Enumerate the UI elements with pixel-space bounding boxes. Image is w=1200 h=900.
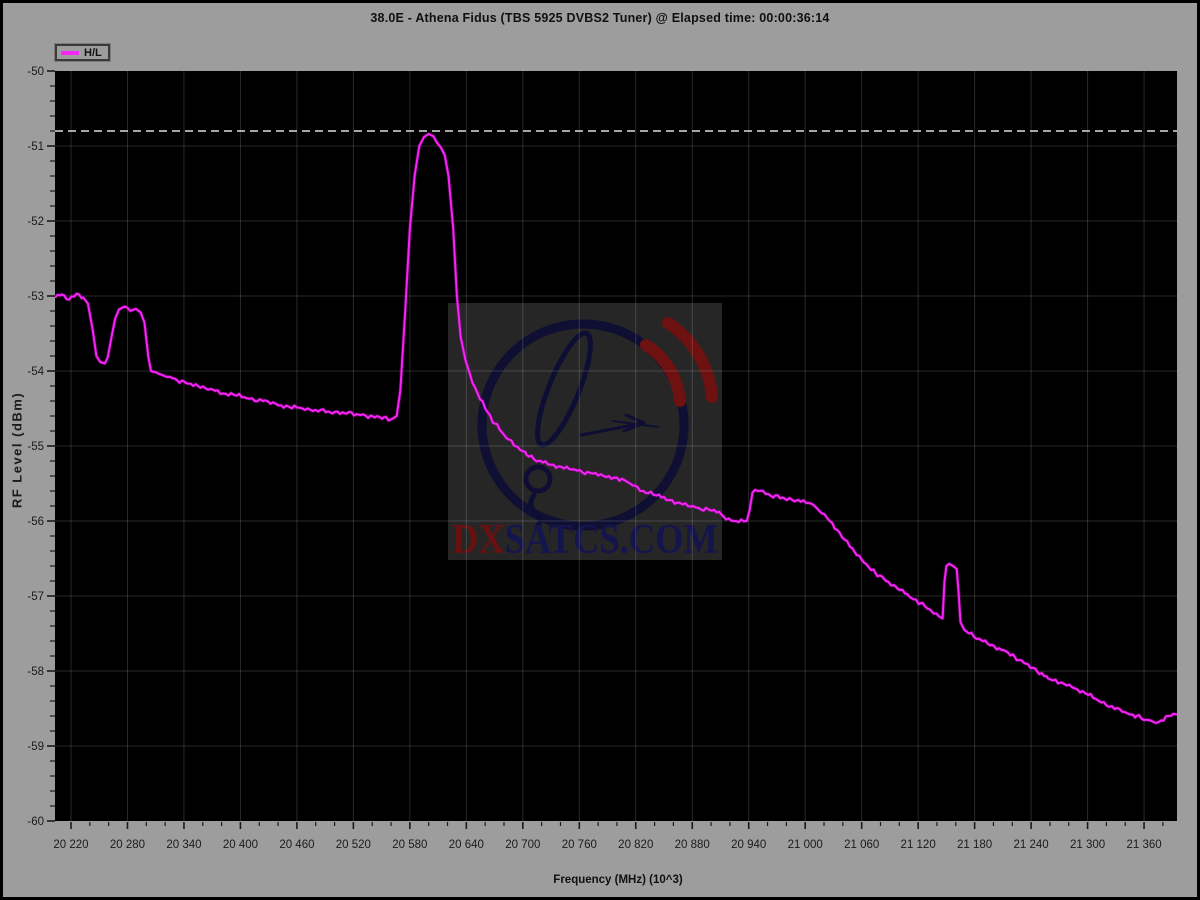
x-tick-label: 20 640: [449, 839, 484, 851]
watermark-satcs: SATCS.COM: [505, 517, 718, 563]
x-tick-label: 20 760: [562, 839, 597, 851]
x-tick-label: 20 880: [675, 839, 710, 851]
satellite-dish-logo: DXSATCS.COM: [448, 303, 722, 563]
y-tick-label: -60: [27, 816, 44, 828]
x-tick-label: 21 240: [1014, 839, 1049, 851]
x-tick-label: 20 580: [392, 839, 427, 851]
y-tick-label: -53: [27, 291, 44, 303]
gridlines: [55, 71, 1177, 821]
x-axis-title: Frequency (MHz) (10^3): [553, 874, 683, 886]
y-tick-label: -54: [27, 366, 44, 378]
x-tick-label: 21 120: [901, 839, 936, 851]
x-tick-label: 20 700: [505, 839, 540, 851]
y-tick-label: -59: [27, 741, 44, 753]
page-title: 38.0E - Athena Fidus (TBS 5925 DVBS2 Tun…: [370, 11, 830, 25]
signal-trace: [53, 132, 1178, 725]
x-tick-label: 21 180: [957, 839, 992, 851]
legend: H/L: [54, 43, 111, 62]
x-tick-label: 20 460: [279, 839, 314, 851]
svg-text:DXSATCS.COM: DXSATCS.COM: [452, 517, 718, 563]
y-tick-label: -57: [27, 591, 44, 603]
spectrum-plot: DXSATCS.COM 20 220 20 280 20 340 20 400 20 4…: [27, 66, 1178, 851]
x-tick-label: 20 820: [618, 839, 653, 851]
y-tick-label: -52: [27, 216, 44, 228]
y-tick-label: -58: [27, 666, 44, 678]
x-tick-label: 20 220: [53, 839, 88, 851]
y-tick-label: -56: [27, 516, 44, 528]
legend-label: H/L: [84, 46, 102, 59]
y-tick-label: -55: [27, 441, 44, 453]
x-tick-label: 21 060: [844, 839, 879, 851]
x-tick-label: 21 360: [1126, 839, 1161, 851]
x-tick-label: 21 300: [1070, 839, 1105, 851]
axis-tick-labels: 20 220 20 280 20 340 20 400 20 460 20 520 20 5…: [27, 66, 1161, 851]
x-tick-label: 21 000: [788, 839, 823, 851]
x-tick-label: 20 340: [166, 839, 201, 851]
y-tick-label: -50: [27, 66, 44, 78]
axis-ticks: [47, 70, 1164, 829]
x-tick-label: 20 400: [223, 839, 258, 851]
x-tick-label: 20 520: [336, 839, 371, 851]
y-tick-label: -51: [27, 141, 44, 153]
trace-color-swatch: [61, 50, 79, 55]
x-tick-label: 20 940: [731, 839, 766, 851]
x-tick-label: 20 280: [110, 839, 145, 851]
watermark-dx: DX: [452, 517, 505, 563]
